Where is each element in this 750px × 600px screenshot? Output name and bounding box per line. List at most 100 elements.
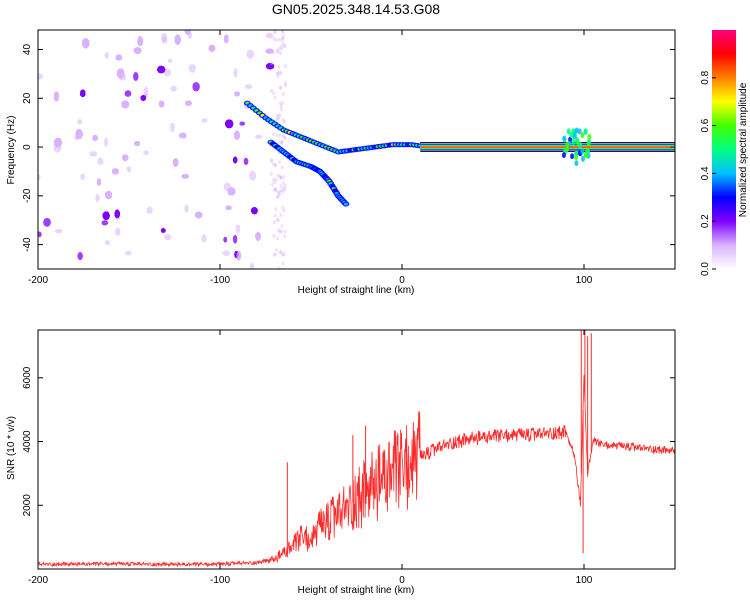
noise-blob [278, 160, 282, 165]
noise-blob [124, 90, 132, 97]
noise-blob [279, 229, 283, 234]
colorbar-tick-label: 0.4 [700, 166, 711, 180]
noise-blob [273, 213, 277, 218]
noise-blob [281, 30, 285, 34]
noise-blob [124, 250, 132, 256]
noise-blob [273, 163, 277, 168]
noise-blob [280, 140, 284, 145]
noise-blob [222, 250, 231, 257]
noise-blob [274, 188, 278, 193]
noise-blob [116, 68, 125, 79]
noise-blob [38, 231, 42, 238]
x-tick-label: -100 [210, 575, 230, 586]
colorbar: 0.0 0.2 0.4 0.6 0.8 Normalized spectral ampl… [700, 30, 749, 276]
noise-blob [115, 54, 123, 61]
noise-blob [137, 36, 143, 47]
noise-blob [255, 134, 263, 139]
noise-blob [269, 61, 273, 66]
noise-blob [273, 30, 277, 34]
noise-blob [276, 218, 280, 223]
noise-blob [227, 187, 236, 196]
noise-blob [223, 236, 228, 243]
noise-blob [112, 168, 119, 175]
noise-blob [121, 100, 129, 109]
snr-y-ticks: 2000 4000 6000 [22, 366, 675, 516]
noise-blob [282, 180, 286, 185]
noise-blob [225, 119, 234, 129]
burst-blob [587, 133, 592, 140]
noise-blob [265, 48, 274, 54]
noise-blob [89, 151, 98, 157]
noise-blob [77, 119, 83, 125]
carrier-band [420, 146, 675, 148]
noise-blob [281, 36, 285, 41]
noise-blob [101, 220, 109, 226]
noise-blob [279, 212, 283, 217]
noise-blob [274, 187, 278, 192]
noise-blob [279, 51, 283, 56]
burst-blob [565, 141, 570, 148]
noise-blob [283, 187, 287, 192]
noise-blob [38, 73, 43, 80]
noise-blob [276, 49, 280, 54]
noise-blob [283, 135, 287, 140]
burst-blob [574, 136, 579, 143]
noise-blob [80, 173, 85, 180]
noise-blob [281, 252, 285, 257]
noise-blob [275, 248, 279, 253]
noise-blob [192, 82, 200, 92]
noise-blob [281, 252, 285, 257]
y-tick-label: -20 [22, 188, 33, 203]
noise-blob [173, 158, 179, 167]
noise-blob [271, 50, 275, 55]
burst-blob [574, 160, 579, 167]
noise-blob [161, 32, 168, 43]
noise-blob [115, 227, 121, 236]
y-tick-label: 20 [22, 92, 33, 104]
noise-blob [278, 113, 282, 118]
noise-blob [283, 43, 287, 48]
noise-blob [208, 44, 216, 52]
noise-blob [104, 137, 109, 148]
noise-blob [159, 100, 165, 108]
burst-blob [562, 135, 567, 142]
noise-blob [277, 228, 281, 233]
figure-title: GN05.2025.348.14.53.G08 [272, 1, 440, 17]
noise-blob [279, 250, 283, 255]
noise-blob [276, 190, 280, 195]
noise-blob [273, 252, 277, 257]
noise-blob [104, 51, 109, 59]
noise-blob [114, 209, 120, 219]
noise-blob [185, 100, 192, 106]
colorbar-tick-label: 0.0 [700, 262, 711, 276]
noise-blob [283, 234, 287, 239]
noise-blob [133, 71, 139, 81]
noise-blob [233, 156, 238, 164]
noise-blob [278, 174, 282, 179]
burst-blob [566, 128, 571, 135]
noise-blob [76, 129, 83, 139]
noise-blob [279, 175, 283, 180]
noise-blob [276, 74, 280, 79]
noise-blob [195, 211, 203, 219]
x-tick-label: 100 [576, 575, 593, 586]
noise-blob [283, 43, 287, 48]
noise-blob [224, 34, 229, 44]
noise-blob [243, 157, 249, 166]
noise-blob [277, 64, 281, 69]
noise-blob [246, 49, 255, 59]
noise-blob [164, 234, 172, 241]
colorbar-ticks: 0.0 0.2 0.4 0.6 0.8 [700, 70, 716, 276]
noise-blob [255, 232, 261, 241]
noise-blob [276, 173, 280, 178]
noise-blob [281, 100, 285, 105]
noise-blob [270, 157, 274, 162]
noise-blob [279, 107, 283, 112]
noise-blob [95, 193, 100, 203]
colorbar-tick-label: 0.6 [700, 118, 711, 132]
noise-blob [96, 178, 101, 186]
noise-blob [281, 185, 285, 190]
noise-blob [275, 117, 279, 122]
noise-blob [92, 134, 98, 141]
noise-blob [232, 234, 238, 244]
